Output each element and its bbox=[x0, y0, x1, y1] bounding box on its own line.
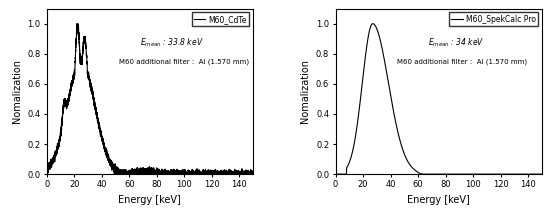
Y-axis label: Nomalization: Nomalization bbox=[12, 59, 21, 123]
Legend: M60_CdTe: M60_CdTe bbox=[192, 12, 249, 26]
X-axis label: Energy [keV]: Energy [keV] bbox=[407, 195, 470, 205]
X-axis label: Energy [keV]: Energy [keV] bbox=[118, 195, 182, 205]
Text: E$_{mean}$ : 34 keV: E$_{mean}$ : 34 keV bbox=[428, 36, 485, 49]
Text: M60 additional filter :  Al (1.570 mm): M60 additional filter : Al (1.570 mm) bbox=[119, 58, 249, 65]
Y-axis label: Nomalization: Nomalization bbox=[300, 59, 310, 123]
Text: M60 additional filter :  Al (1.570 mm): M60 additional filter : Al (1.570 mm) bbox=[397, 58, 527, 65]
Legend: M60_SpekCalc Pro: M60_SpekCalc Pro bbox=[449, 12, 538, 26]
Text: E$_{mean}$ : 33.8 keV: E$_{mean}$ : 33.8 keV bbox=[140, 36, 204, 49]
